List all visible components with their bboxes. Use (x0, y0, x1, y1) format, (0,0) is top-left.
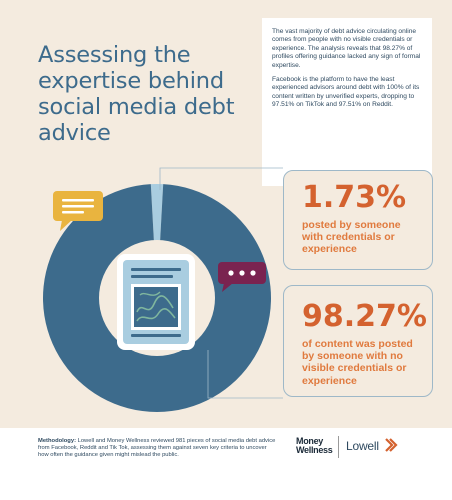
intro-paragraph-1: The vast majority of debt advice circula… (272, 28, 421, 69)
leader-line-no-credentials (207, 350, 283, 399)
intro-box: The vast majority of debt advice circula… (262, 18, 432, 186)
stat-card-no-credentials: 98.27% of content was posted by someone … (283, 285, 433, 397)
methodology-label: Methodology: (38, 438, 76, 444)
stat-card-credentials: 1.73% posted by someone with credentials… (283, 170, 433, 270)
methodology-text: Lowell and Money Wellness reviewed 981 p… (38, 438, 276, 459)
leader-line-credentials (159, 167, 283, 190)
typing-bubble-icon (218, 262, 266, 292)
lowell-logo: Lowell (346, 439, 379, 453)
phone-icon (117, 254, 195, 350)
money-wellness-logo: Money Wellness (296, 436, 333, 455)
lowell-chevron-icon (385, 438, 398, 452)
chat-bubble-icon (53, 191, 103, 231)
money-wellness-logo-line-1: Money (296, 436, 324, 446)
page-title: Assessing the expertise behind social me… (38, 42, 235, 146)
stat-label-no-credentials: of content was posted by someone with no… (302, 338, 413, 387)
intro-paragraph-2: Facebook is the platform to have the lea… (272, 76, 420, 109)
footer: Methodology: Lowell and Money Wellness r… (0, 428, 452, 500)
stat-label-credentials: posted by someone with credentials or ex… (302, 219, 401, 256)
stat-value-credentials: 1.73% (302, 180, 407, 215)
methodology-note: Methodology: Lowell and Money Wellness r… (38, 438, 278, 460)
donut-chart (42, 167, 283, 413)
logo-divider (338, 436, 339, 458)
stat-value-no-credentials: 98.27% (302, 299, 427, 334)
money-wellness-logo-line-2: Wellness (296, 445, 333, 455)
